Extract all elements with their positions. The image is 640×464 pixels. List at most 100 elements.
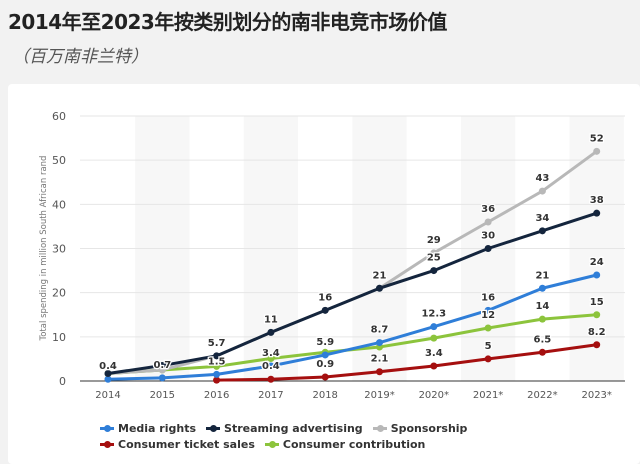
data-point [430, 267, 438, 275]
data-label: 43 [535, 173, 549, 184]
data-label: 0.7 [153, 360, 171, 371]
data-label: 5.7 [208, 338, 226, 349]
data-point [593, 271, 601, 279]
data-point [484, 218, 492, 226]
y-tick-label: 40 [52, 198, 66, 211]
data-point [213, 370, 221, 378]
data-point [593, 341, 601, 349]
data-label: 12 [481, 310, 495, 321]
data-label: 21 [373, 270, 387, 281]
data-label: 16 [481, 292, 495, 303]
data-point [376, 284, 383, 292]
legend-item[interactable]: Consumer ticket sales [100, 438, 255, 451]
legend-swatch [100, 424, 114, 432]
data-point [158, 362, 166, 370]
y-axis-label: Total spending in million South African … [39, 156, 49, 342]
x-tick-label: 2021* [473, 390, 503, 401]
legend-swatch [100, 440, 114, 448]
data-label: 30 [481, 231, 495, 242]
legend: Media rights Streaming advertising Sponsor… [100, 422, 540, 451]
series-line [216, 343, 597, 382]
data-point [430, 362, 438, 370]
x-tick-label: 2018 [312, 390, 337, 401]
data-point [267, 362, 275, 370]
data-point [104, 375, 112, 383]
data-label: 36 [481, 204, 495, 215]
x-tick-label: 2014 [95, 390, 120, 401]
data-point [321, 306, 329, 314]
y-tick-label: 60 [52, 110, 66, 123]
chart-title: 2014年至2023年按类别划分的南非电竞市场价值 [8, 10, 447, 34]
data-point [538, 348, 546, 356]
data-label: 25 [427, 253, 441, 264]
data-point [267, 375, 275, 383]
legend-swatch [264, 440, 279, 448]
x-tick-label: 2017 [258, 390, 283, 401]
chart-subtitle: （百万南非兰特） [12, 47, 148, 67]
x-tick-label: 2022* [527, 390, 557, 401]
data-label: 3.4 [262, 348, 280, 359]
data-label: 0.4 [99, 361, 117, 372]
data-point [484, 355, 492, 363]
data-point [538, 187, 546, 195]
data-point [213, 362, 221, 370]
data-point [593, 147, 601, 155]
chart-card [8, 84, 640, 464]
data-point [593, 311, 601, 319]
data-point [213, 376, 221, 384]
data-label: 2.1 [371, 354, 389, 365]
y-tick-label: 50 [52, 154, 66, 167]
data-label: 6.5 [534, 334, 552, 345]
data-label: 0.9 [316, 359, 334, 370]
data-point [430, 323, 438, 331]
data-label: 1.5 [208, 356, 226, 367]
data-label: 12.3 [421, 309, 446, 320]
y-tick-label: 10 [52, 331, 66, 344]
legend-swatch [372, 424, 387, 432]
x-tick-label: 2015 [150, 390, 175, 401]
legend-item[interactable]: Streaming advertising [206, 422, 363, 435]
data-label: 16 [318, 292, 332, 303]
data-point [484, 324, 492, 332]
data-point [376, 339, 383, 347]
data-point [484, 245, 492, 252]
data-label: 38 [590, 195, 604, 206]
y-tick-label: 0 [59, 375, 66, 388]
legend-item[interactable]: Sponsorship [372, 422, 468, 435]
data-label: 5.9 [316, 337, 334, 348]
data-label: 5 [485, 341, 492, 352]
x-tick-label: 2016 [204, 390, 229, 401]
legend-label: Consumer ticket sales [118, 438, 255, 451]
data-point [376, 368, 383, 376]
data-point [538, 284, 546, 292]
legend-label: Consumer contribution [282, 438, 426, 451]
data-label: 8.2 [588, 327, 606, 338]
y-tick-label: 30 [52, 243, 66, 256]
data-label: 0.4 [262, 361, 280, 372]
data-point [593, 209, 601, 217]
data-label: 3.4 [425, 348, 443, 359]
data-point [430, 334, 438, 342]
data-point [267, 354, 275, 362]
data-point [538, 227, 546, 235]
data-point [321, 351, 329, 359]
y-tick-label: 20 [52, 287, 66, 300]
legend-label: Sponsorship [390, 422, 468, 435]
data-label: 21 [535, 270, 549, 281]
data-label: 14 [535, 301, 549, 312]
data-label: 52 [590, 133, 604, 144]
legend-label: Media rights [118, 422, 197, 435]
data-label: 11 [264, 314, 278, 325]
data-point [104, 369, 112, 377]
data-label: 34 [535, 213, 549, 224]
x-tick-label: 2020* [419, 390, 449, 401]
legend-item[interactable]: Media rights [100, 422, 196, 435]
data-point [213, 352, 221, 360]
x-tick-label: 2023* [581, 390, 611, 401]
legend-item[interactable]: Consumer contribution [264, 438, 426, 451]
data-point [158, 374, 166, 382]
data-point [321, 373, 329, 381]
data-label: 8.7 [371, 325, 389, 336]
data-label: 29 [427, 235, 441, 246]
